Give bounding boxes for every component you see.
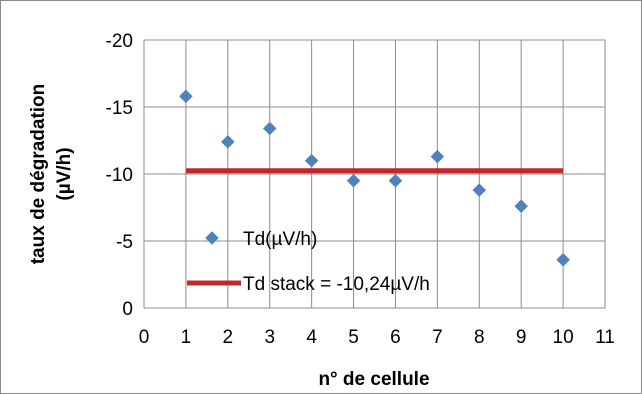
- data-point: [220, 134, 235, 149]
- x-tick-label: 1: [181, 327, 192, 348]
- y-axis-title-line2: (µV/h): [54, 147, 75, 200]
- legend-label: Td stack = -10,24µV/h: [243, 274, 430, 295]
- y-tick-labels: 0 -5 -10 -15 -20: [106, 31, 133, 320]
- plot-marks: [179, 89, 570, 267]
- data-point: [472, 183, 487, 197]
- grid: [143, 39, 606, 309]
- data-point: [388, 173, 403, 188]
- y-tick-label: -5: [116, 232, 133, 253]
- data-point: [430, 149, 445, 164]
- y-tick-label: 0: [122, 299, 133, 320]
- legend: Td(µV/h) Td stack = -10,24µV/h: [187, 229, 430, 295]
- x-axis-title: n° de cellule: [318, 369, 429, 390]
- data-point: [514, 199, 529, 214]
- data-point: [556, 252, 570, 267]
- y-axis-title-line1: taux de dégradation: [28, 84, 49, 265]
- x-tick-label: 7: [432, 327, 443, 348]
- y-tick-label: -15: [106, 98, 133, 119]
- data-point: [346, 173, 361, 188]
- data-point: [179, 89, 193, 104]
- data-point: [262, 121, 277, 136]
- y-tick-label: -10: [106, 165, 133, 186]
- y-tick-label: -20: [106, 31, 133, 52]
- x-tick-label: 2: [223, 327, 234, 348]
- legend-swatch-diamond: [205, 231, 219, 245]
- x-tick-label: 6: [390, 327, 401, 348]
- x-tick-label: 10: [553, 327, 574, 348]
- x-tick-label: 9: [516, 327, 527, 348]
- x-tick-label: 5: [348, 327, 359, 348]
- x-tick-label: 11: [595, 327, 615, 348]
- legend-label: Td(µV/h): [243, 229, 317, 250]
- x-tick-label: 0: [139, 327, 150, 348]
- x-tick-labels: 0 1 2 3 4 5 6 7 8 9 10 11: [139, 327, 615, 348]
- x-tick-label: 4: [306, 327, 317, 348]
- x-tick-label: 8: [474, 327, 485, 348]
- x-tick-label: 3: [264, 327, 275, 348]
- data-point: [304, 153, 319, 168]
